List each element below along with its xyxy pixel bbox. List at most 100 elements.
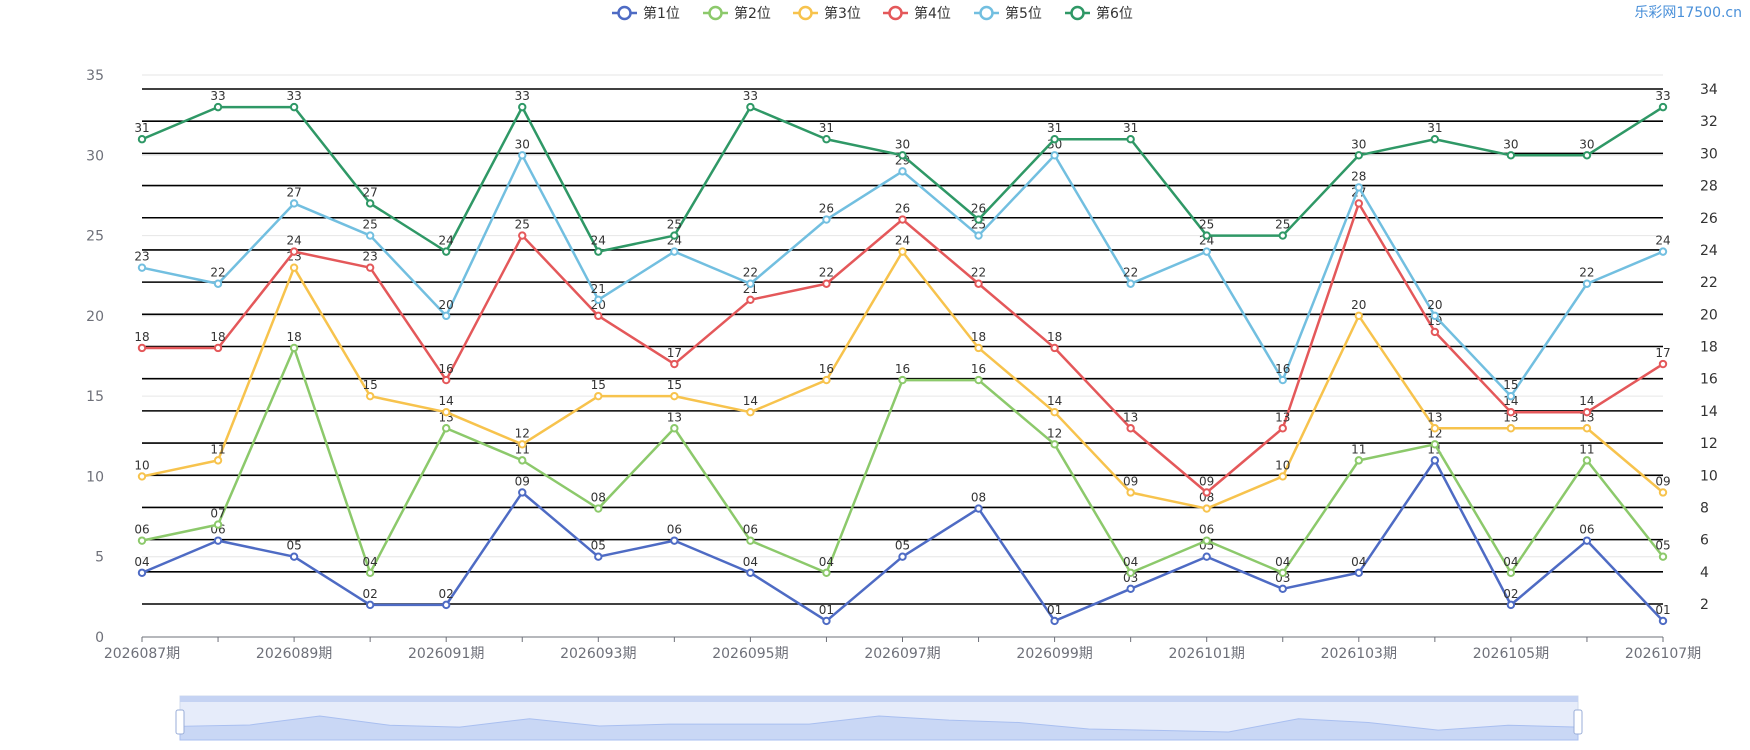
data-point[interactable] — [518, 151, 527, 160]
data-point[interactable] — [1278, 424, 1287, 433]
data-point[interactable] — [213, 343, 223, 353]
data-point[interactable] — [518, 456, 527, 465]
data-point[interactable] — [442, 600, 451, 610]
data-point[interactable] — [518, 231, 527, 240]
data-point[interactable] — [594, 311, 603, 321]
data-point[interactable] — [365, 231, 375, 240]
data-point[interactable] — [365, 199, 375, 208]
data-point[interactable] — [1202, 552, 1211, 561]
data-point[interactable] — [1430, 456, 1440, 465]
data-point[interactable] — [1126, 279, 1135, 288]
data-point[interactable] — [1430, 327, 1440, 337]
data-point[interactable] — [442, 247, 451, 256]
data-point[interactable] — [1202, 536, 1211, 545]
data-point[interactable] — [898, 247, 907, 256]
data-point[interactable] — [1126, 568, 1135, 577]
data-point[interactable] — [442, 408, 451, 417]
data-point[interactable] — [1354, 151, 1364, 160]
data-point[interactable] — [1582, 424, 1592, 433]
data-point[interactable] — [1430, 135, 1440, 144]
data-point[interactable] — [365, 600, 375, 610]
data-point[interactable] — [974, 279, 983, 288]
data-point[interactable] — [822, 215, 831, 224]
data-point[interactable] — [1658, 488, 1668, 497]
data-point[interactable] — [365, 263, 375, 272]
data-point[interactable] — [1658, 359, 1668, 369]
data-point[interactable] — [594, 247, 603, 256]
data-point[interactable] — [1202, 488, 1211, 497]
data-point[interactable] — [442, 375, 451, 385]
data-point[interactable] — [746, 536, 755, 545]
zoom-handle-left[interactable] — [175, 709, 185, 735]
data-point[interactable] — [289, 199, 299, 208]
data-point[interactable] — [974, 343, 983, 353]
data-point[interactable] — [1506, 600, 1516, 610]
data-point[interactable] — [1658, 552, 1668, 561]
data-point[interactable] — [594, 504, 603, 513]
legend-item-5[interactable]: 第5位 — [974, 5, 1042, 22]
data-point[interactable] — [1430, 424, 1440, 433]
data-point[interactable] — [1050, 440, 1059, 449]
data-point[interactable] — [898, 151, 907, 160]
data-point[interactable] — [1202, 231, 1211, 240]
data-point[interactable] — [137, 472, 147, 481]
data-point[interactable] — [1278, 568, 1287, 577]
data-point[interactable] — [1354, 183, 1364, 192]
data-zoom-slider[interactable] — [175, 695, 1583, 741]
data-point[interactable] — [1202, 504, 1211, 513]
data-point[interactable] — [1050, 135, 1059, 144]
data-point[interactable] — [670, 536, 679, 545]
data-point[interactable] — [746, 295, 755, 304]
data-point[interactable] — [137, 135, 147, 144]
data-point[interactable] — [1506, 408, 1516, 417]
data-point[interactable] — [670, 424, 679, 433]
legend-item-1[interactable]: 第1位 — [612, 5, 680, 22]
data-point[interactable] — [898, 215, 907, 224]
data-point[interactable] — [213, 279, 223, 288]
data-point[interactable] — [1430, 311, 1440, 321]
data-point[interactable] — [746, 279, 755, 288]
data-point[interactable] — [822, 568, 831, 577]
data-point[interactable] — [1278, 472, 1287, 481]
data-point[interactable] — [137, 343, 147, 353]
data-point[interactable] — [1506, 391, 1516, 401]
data-point[interactable] — [1354, 311, 1364, 321]
data-point[interactable] — [670, 359, 679, 369]
data-point[interactable] — [442, 424, 451, 433]
data-point[interactable] — [594, 391, 603, 401]
data-point[interactable] — [1582, 408, 1592, 417]
data-point[interactable] — [822, 279, 831, 288]
data-point[interactable] — [1278, 375, 1287, 385]
legend-item-2[interactable]: 第2位 — [703, 5, 771, 22]
data-point[interactable] — [594, 295, 603, 304]
data-point[interactable] — [822, 135, 831, 144]
data-point[interactable] — [289, 247, 299, 256]
data-point[interactable] — [746, 102, 755, 112]
data-point[interactable] — [898, 375, 907, 385]
data-point[interactable] — [137, 536, 147, 545]
data-point[interactable] — [898, 552, 907, 561]
legend-item-6[interactable]: 第6位 — [1065, 5, 1133, 22]
data-point[interactable] — [365, 568, 375, 577]
data-point[interactable] — [365, 391, 375, 401]
data-point[interactable] — [1050, 151, 1059, 160]
zoom-handle-right[interactable] — [1573, 709, 1583, 735]
data-point[interactable] — [289, 552, 299, 561]
data-point[interactable] — [1658, 102, 1668, 112]
data-point[interactable] — [1126, 584, 1135, 594]
data-point[interactable] — [822, 375, 831, 385]
data-point[interactable] — [670, 391, 679, 401]
data-point[interactable] — [974, 231, 983, 240]
data-point[interactable] — [213, 536, 223, 545]
data-point[interactable] — [1582, 279, 1592, 288]
data-point[interactable] — [1506, 424, 1516, 433]
data-point[interactable] — [1278, 231, 1287, 240]
data-point[interactable] — [1582, 536, 1592, 545]
data-point[interactable] — [974, 215, 983, 224]
data-point[interactable] — [1126, 424, 1135, 433]
data-point[interactable] — [1354, 456, 1364, 465]
data-point[interactable] — [289, 343, 299, 353]
data-point[interactable] — [1658, 616, 1668, 626]
data-point[interactable] — [1354, 199, 1364, 208]
data-point[interactable] — [1506, 151, 1516, 160]
